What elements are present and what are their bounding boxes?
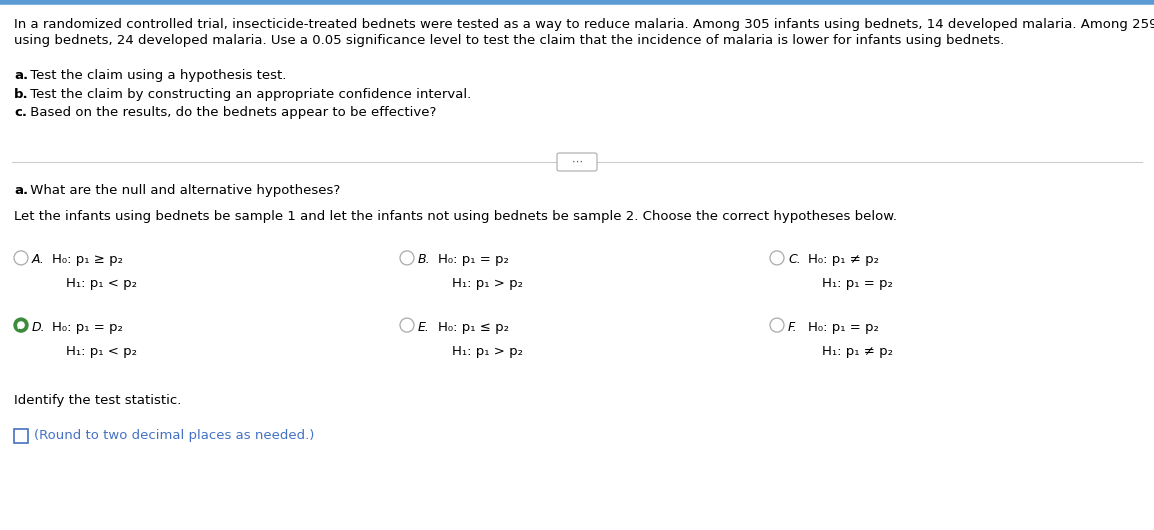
Text: H₁: p₁ < p₂: H₁: p₁ < p₂	[66, 344, 137, 358]
Text: H₀: p₁ ≠ p₂: H₀: p₁ ≠ p₂	[808, 253, 879, 267]
Text: ⋯: ⋯	[571, 157, 583, 167]
FancyBboxPatch shape	[557, 153, 597, 171]
Text: a.: a.	[14, 184, 28, 197]
Text: Test the claim by constructing an appropriate confidence interval.: Test the claim by constructing an approp…	[27, 87, 471, 101]
Text: H₀: p₁ = p₂: H₀: p₁ = p₂	[808, 321, 879, 333]
Text: b.: b.	[14, 87, 29, 101]
Text: C.: C.	[788, 253, 801, 267]
Circle shape	[17, 322, 24, 328]
Text: Test the claim using a hypothesis test.: Test the claim using a hypothesis test.	[27, 69, 286, 82]
Text: Identify the test statistic.: Identify the test statistic.	[14, 394, 181, 407]
Text: Let the infants using bednets be sample 1 and let the infants not using bednets : Let the infants using bednets be sample …	[14, 209, 897, 223]
Text: (Round to two decimal places as needed.): (Round to two decimal places as needed.)	[33, 429, 314, 443]
Circle shape	[14, 318, 28, 332]
Text: Based on the results, do the bednets appear to be effective?: Based on the results, do the bednets app…	[27, 106, 436, 119]
Text: B.: B.	[418, 253, 430, 267]
Text: H₁: p₁ = p₂: H₁: p₁ = p₂	[822, 277, 893, 290]
Text: What are the null and alternative hypotheses?: What are the null and alternative hypoth…	[27, 184, 340, 197]
Text: H₀: p₁ = p₂: H₀: p₁ = p₂	[439, 253, 509, 267]
Text: H₁: p₁ < p₂: H₁: p₁ < p₂	[66, 277, 137, 290]
Text: a.: a.	[14, 69, 28, 82]
Text: E.: E.	[418, 321, 430, 333]
Text: ✓: ✓	[16, 322, 24, 332]
Text: H₁: p₁ > p₂: H₁: p₁ > p₂	[452, 344, 523, 358]
Text: D.: D.	[32, 321, 46, 333]
Text: In a randomized controlled trial, insecticide-treated bednets were tested as a w: In a randomized controlled trial, insect…	[14, 18, 1154, 31]
Text: H₀: p₁ ≤ p₂: H₀: p₁ ≤ p₂	[439, 321, 509, 333]
Text: using bednets, 24 developed malaria. Use a 0.05 significance level to test the c: using bednets, 24 developed malaria. Use…	[14, 34, 1004, 47]
FancyBboxPatch shape	[14, 429, 28, 443]
Text: A.: A.	[32, 253, 45, 267]
Text: c.: c.	[14, 106, 27, 119]
Text: H₀: p₁ = p₂: H₀: p₁ = p₂	[52, 321, 122, 333]
Text: H₁: p₁ ≠ p₂: H₁: p₁ ≠ p₂	[822, 344, 893, 358]
Text: F.: F.	[788, 321, 797, 333]
Text: H₀: p₁ ≥ p₂: H₀: p₁ ≥ p₂	[52, 253, 123, 267]
Text: H₁: p₁ > p₂: H₁: p₁ > p₂	[452, 277, 523, 290]
